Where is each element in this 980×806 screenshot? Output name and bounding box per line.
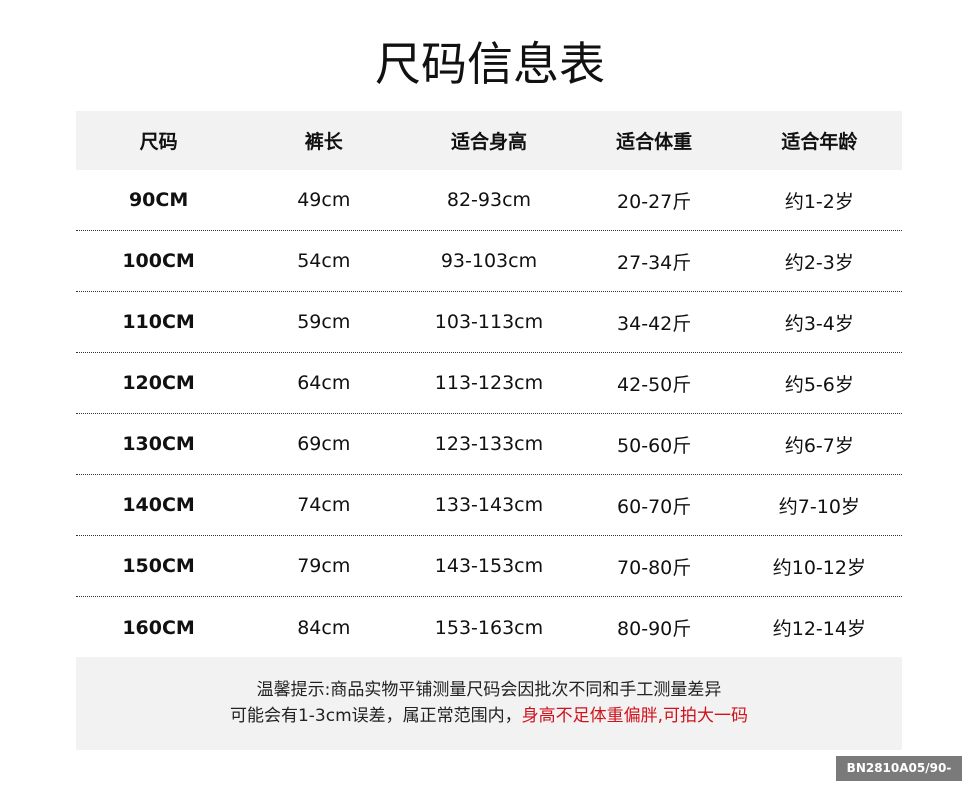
header-age: 适合年龄 [781, 131, 858, 153]
header-weight: 适合体重 [616, 131, 693, 153]
cell-size: 160CM [122, 616, 195, 639]
note-line-2-text: 可能会有1-3cm误差，属正常范围内， [229, 706, 522, 726]
cell-age: 约6-7岁 [784, 434, 854, 457]
cell-pant-length: 49cm [297, 189, 351, 211]
table-row: 160CM 84cm 153-163cm 80-90斤 约12-14岁 [76, 597, 902, 658]
size-note: 温馨提示:商品实物平铺测量尺码会因批次不同和手工测量差异 可能会有1-3cm误差… [76, 657, 902, 750]
table-row: 100CM 54cm 93-103cm 27-34斤 约2-3岁 [76, 231, 902, 292]
cell-height: 133-143cm [434, 494, 544, 516]
cell-age: 约7-10岁 [778, 495, 860, 518]
cell-age: 约10-12岁 [772, 556, 866, 579]
cell-height: 143-153cm [434, 555, 544, 577]
header-height: 适合身高 [450, 131, 527, 153]
cell-size: 130CM [122, 433, 195, 455]
cell-pant-length: 59cm [297, 311, 351, 333]
cell-age: 约12-14岁 [772, 618, 866, 640]
cell-age: 约2-3岁 [784, 251, 854, 274]
cell-pant-length: 74cm [297, 494, 351, 516]
cell-age: 约3-4岁 [784, 312, 854, 335]
table-row: 140CM 74cm 133-143cm 60-70斤 约7-10岁 [76, 475, 902, 536]
cell-weight: 20-27斤 [617, 190, 692, 213]
cell-height: 153-163cm [434, 616, 544, 639]
cell-height: 123-133cm [434, 433, 544, 455]
table-row: 110CM 59cm 103-113cm 34-42斤 约3-4岁 [76, 292, 902, 353]
cell-weight: 60-70斤 [617, 495, 692, 518]
cell-pant-length: 64cm [297, 372, 351, 394]
cell-height: 113-123cm [434, 372, 544, 394]
page-title: 尺码信息表 [375, 37, 605, 91]
size-table: 尺码 裤长 适合身高 适合体重 适合年龄 90CM 49cm 82-93cm 20-2… [76, 111, 902, 658]
table-row: 120CM 64cm 113-123cm 42-50斤 约5-6岁 [76, 353, 902, 414]
cell-size: 110CM [122, 311, 195, 333]
header-pant-length: 裤长 [304, 131, 343, 153]
table-row: 130CM 69cm 123-133cm 50-60斤 约6-7岁 [76, 414, 902, 475]
cell-age: 约1-2岁 [784, 190, 854, 213]
cell-size: 90CM [128, 189, 189, 211]
cell-weight: 34-42斤 [617, 312, 692, 335]
note-line-1: 温馨提示:商品实物平铺测量尺码会因批次不同和手工测量差异 [256, 680, 722, 700]
cell-size: 140CM [122, 494, 195, 516]
cell-weight: 80-90斤 [617, 618, 692, 640]
cell-height: 82-93cm [446, 189, 532, 211]
cell-pant-length: 79cm [297, 555, 351, 577]
header-size: 尺码 [139, 131, 178, 153]
cell-height: 93-103cm [440, 250, 538, 272]
product-code-badge: BN2810A05/90-160 [836, 756, 962, 800]
table-row: 150CM 79cm 143-153cm 70-80斤 约10-12岁 [76, 536, 902, 597]
cell-weight: 50-60斤 [617, 434, 692, 457]
cell-weight: 70-80斤 [617, 556, 692, 579]
table-header-row: 尺码 裤长 适合身高 适合体重 适合年龄 [76, 111, 902, 170]
cell-age: 约5-6岁 [784, 373, 854, 396]
cell-size: 120CM [122, 372, 195, 394]
cell-weight: 27-34斤 [617, 251, 692, 274]
cell-weight: 42-50斤 [617, 373, 692, 396]
cell-height: 103-113cm [434, 311, 544, 333]
cell-pant-length: 54cm [297, 250, 351, 272]
cell-pant-length: 69cm [297, 433, 351, 455]
note-line-2: 可能会有1-3cm误差，属正常范围内，身高不足体重偏胖,可拍大一码 [76, 703, 902, 729]
cell-size: 150CM [122, 555, 195, 577]
table-row: 90CM 49cm 82-93cm 20-27斤 约1-2岁 [76, 170, 902, 231]
cell-size: 100CM [122, 250, 195, 272]
note-highlight: 身高不足体重偏胖,可拍大一码 [521, 706, 749, 726]
cell-pant-length: 84cm [297, 616, 351, 639]
